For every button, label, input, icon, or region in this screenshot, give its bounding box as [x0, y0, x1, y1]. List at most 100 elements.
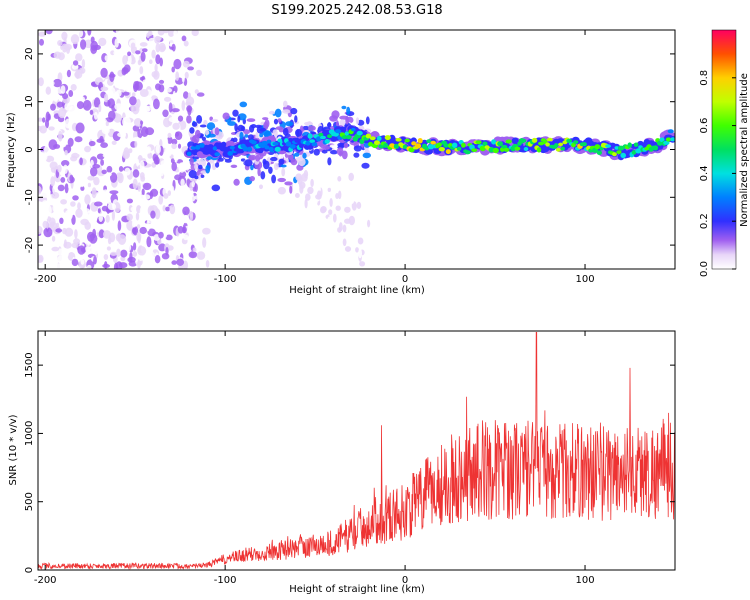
- spectrogram-ridge-cell: [307, 133, 313, 139]
- spectrogram-ridge-cell: [560, 146, 565, 151]
- spectrogram-noise-cell: [38, 151, 48, 162]
- spectrogram-ridge-cell: [326, 134, 333, 139]
- spectrogram-noise-cell: [98, 37, 107, 47]
- spectrogram-noise-cell: [64, 52, 70, 63]
- spectrogram-noise-cell: [50, 224, 54, 229]
- spectrogram-noise-cell: [181, 244, 189, 252]
- spectrogram-ridge-cell: [346, 135, 352, 140]
- spectrogram-noise-cell: [72, 195, 79, 201]
- spectrogram-xtick-label: 100: [575, 274, 594, 285]
- spectrogram-ridge-cell: [521, 138, 527, 143]
- spectrogram-noise-cell: [51, 192, 60, 199]
- spectrogram-ridge-cell: [233, 147, 240, 152]
- spectrogram-noise-cell: [111, 210, 115, 221]
- spectrogram-noise-cell: [57, 52, 65, 61]
- spectrogram-scatter-cell: [302, 125, 310, 131]
- spectrogram-noise-cell: [93, 30, 103, 37]
- spectrogram-noise-cell: [173, 155, 179, 161]
- spectrogram-noise-cell: [88, 140, 96, 147]
- spectrogram-noise-cell: [108, 110, 116, 121]
- spectrogram-scatter-cell: [186, 105, 193, 113]
- spectrogram-noise-cell: [149, 197, 153, 207]
- spectrogram-scatter-cell: [244, 159, 253, 167]
- spectrogram-noise-cell: [63, 164, 68, 174]
- spectrogram-noise-cell: [166, 88, 173, 93]
- spectrogram-noise-cell: [117, 234, 127, 246]
- spectrogram-noise-cell: [166, 168, 171, 173]
- spectrogram-noise-cell: [188, 251, 198, 259]
- spectrogram-noise-cell: [165, 49, 174, 57]
- spectrogram-scatter-cell: [277, 177, 287, 183]
- spectrogram-noise-cell: [68, 105, 77, 116]
- spectrogram-noise-cell: [39, 38, 44, 46]
- colorbar-tick-label: 0.2: [699, 213, 710, 229]
- spectrogram-noise-cell: [182, 60, 190, 68]
- spectrogram-scatter-cell: [255, 124, 263, 129]
- spectrogram-ridge-cell: [663, 140, 670, 145]
- spectrogram-scatter-cell: [217, 157, 224, 162]
- spectrogram-noise-cell: [115, 261, 123, 269]
- spectrogram-ridge-cell: [546, 137, 553, 142]
- spectrogram-noise-cell: [191, 181, 196, 188]
- spectrogram-ridge-cell: [365, 133, 372, 139]
- spectrogram-ridge-cell: [464, 150, 471, 155]
- spectrogram-noise-cell: [177, 194, 186, 204]
- spectrogram-scatter-cell: [298, 158, 306, 167]
- spectrogram-noise-cell: [191, 30, 199, 37]
- spectrogram-noise-cell: [190, 192, 194, 197]
- spectrogram-scatter-cell: [289, 185, 293, 194]
- spectrogram-ridge-cell: [531, 137, 538, 143]
- spectrogram-noise-cell: [205, 260, 210, 268]
- spectrogram-noise-cell: [202, 227, 211, 235]
- spectrogram-noise-cell: [180, 178, 185, 187]
- spectrogram-noise-cell: [60, 177, 66, 183]
- spectrogram-scatter-cell: [199, 124, 207, 128]
- spectrogram-noise-cell: [80, 39, 87, 50]
- colorbar-tick-label: 0.6: [699, 118, 710, 134]
- spectrogram-scatter-cell: [308, 125, 316, 131]
- spectrogram-noise-cell: [103, 230, 111, 239]
- spectrogram-noise-cell: [45, 119, 49, 129]
- spectrogram-ridge-cell: [294, 137, 300, 143]
- snr-ytick-label: 500: [24, 492, 35, 511]
- spectrogram-scatter-cell: [298, 181, 306, 189]
- spectrogram-noise-cell: [159, 45, 166, 51]
- spectrogram-ridge-cell: [324, 139, 330, 144]
- spectrogram-noise-cell: [127, 51, 132, 57]
- snr-xtick-label: -100: [214, 575, 237, 586]
- spectrogram-ridge-cell: [605, 144, 611, 148]
- spectrogram-ridge-cell: [351, 127, 356, 132]
- snr-xlabel: Height of straight line (km): [289, 584, 425, 595]
- spectrogram-noise-cell: [129, 96, 137, 106]
- spectrogram-noise-cell: [126, 213, 133, 221]
- spectrogram-ridge-cell: [414, 143, 422, 149]
- spectrogram-noise-cell: [181, 100, 186, 111]
- spectrogram-noise-cell: [87, 175, 95, 181]
- spectrogram-noise-cell: [139, 206, 144, 218]
- spectrogram-scatter-cell: [189, 127, 195, 134]
- spectrogram-ridge-cell: [558, 142, 564, 147]
- spectrogram-noise-cell: [158, 243, 167, 252]
- colorbar-label: Normalized spectral amplitude: [739, 73, 750, 227]
- spectrogram-noise-cell: [153, 156, 160, 165]
- spectrogram-noise-cell: [127, 54, 132, 66]
- spectrogram-noise-cell: [147, 30, 153, 37]
- spectrogram-scatter-cell: [268, 166, 273, 174]
- spectrogram-ridge-cell: [424, 146, 430, 151]
- spectrogram-scatter-cell: [230, 164, 238, 168]
- spectrogram-scatter-cell: [301, 173, 308, 182]
- spectrogram-noise-cell: [157, 30, 165, 36]
- snr-ytick-label: 1500: [24, 352, 35, 377]
- spectrogram-noise-cell: [158, 79, 165, 84]
- spectrogram-ridge-cell: [426, 139, 432, 144]
- spectrogram-scatter-cell: [343, 142, 349, 149]
- spectrogram-scatter-cell: [249, 176, 255, 182]
- spectrogram-noise-cell: [78, 88, 86, 96]
- spectrogram-scatter-cell: [287, 154, 294, 160]
- spectrogram-ridge-cell: [305, 140, 311, 146]
- spectrogram-noise-cell: [155, 184, 160, 189]
- spectrogram-noise-cell: [133, 242, 137, 251]
- spectrogram-scatter-cell: [345, 115, 349, 125]
- spectrogram-noise-cell: [163, 137, 169, 147]
- spectrogram-noise-cell: [140, 51, 146, 62]
